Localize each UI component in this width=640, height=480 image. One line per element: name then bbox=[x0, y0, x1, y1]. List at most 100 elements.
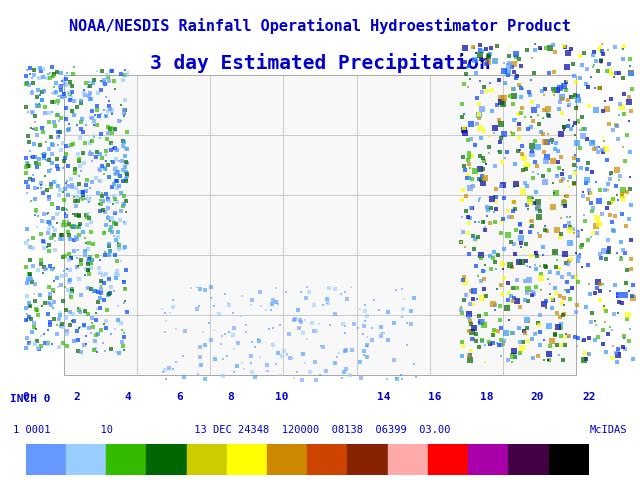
Point bbox=[57, 77, 67, 84]
Point bbox=[77, 189, 87, 196]
Point bbox=[589, 61, 599, 69]
Point bbox=[595, 84, 605, 92]
Point bbox=[381, 375, 392, 383]
Point bbox=[254, 337, 264, 345]
Point bbox=[525, 91, 535, 99]
Point bbox=[528, 168, 538, 175]
Point bbox=[474, 111, 484, 119]
Point bbox=[478, 166, 488, 173]
Point bbox=[340, 288, 350, 296]
Point bbox=[22, 189, 32, 196]
Point bbox=[458, 343, 468, 350]
Point bbox=[481, 160, 491, 168]
Point bbox=[93, 89, 104, 97]
Point bbox=[32, 223, 42, 231]
Point bbox=[38, 128, 49, 136]
Point bbox=[532, 144, 543, 151]
Point bbox=[479, 276, 490, 283]
Point bbox=[99, 320, 109, 327]
Point bbox=[529, 106, 539, 114]
Point bbox=[476, 134, 486, 142]
Point bbox=[619, 332, 629, 340]
Point bbox=[465, 356, 476, 364]
Point bbox=[100, 252, 110, 259]
Point bbox=[119, 218, 129, 226]
Point bbox=[122, 145, 132, 153]
Point bbox=[581, 80, 591, 88]
Point bbox=[49, 178, 59, 186]
Point bbox=[557, 300, 568, 307]
Point bbox=[496, 95, 506, 102]
Point bbox=[218, 355, 228, 362]
Point bbox=[516, 94, 527, 101]
Point bbox=[84, 324, 95, 332]
Point bbox=[460, 243, 470, 251]
Point bbox=[66, 254, 76, 262]
Point bbox=[92, 121, 102, 129]
Point bbox=[536, 275, 546, 282]
Point bbox=[467, 300, 477, 308]
Point bbox=[71, 184, 81, 192]
Point bbox=[463, 171, 473, 179]
Point bbox=[90, 112, 100, 120]
Point bbox=[73, 197, 83, 204]
Point bbox=[607, 71, 617, 78]
Point bbox=[102, 72, 113, 79]
Point bbox=[69, 222, 79, 229]
Point bbox=[340, 329, 350, 336]
Point bbox=[532, 198, 543, 205]
Point bbox=[102, 192, 112, 200]
Point bbox=[101, 151, 111, 159]
Point bbox=[41, 150, 51, 158]
Point bbox=[95, 305, 106, 312]
Point bbox=[92, 189, 102, 196]
Point bbox=[54, 209, 64, 217]
Point bbox=[121, 208, 131, 216]
Point bbox=[307, 320, 317, 327]
Point bbox=[47, 159, 57, 167]
Point bbox=[48, 142, 58, 149]
Point bbox=[509, 294, 520, 302]
Point bbox=[69, 111, 79, 119]
Point bbox=[39, 218, 49, 226]
Point bbox=[20, 72, 31, 79]
Point bbox=[84, 270, 94, 277]
Point bbox=[45, 318, 55, 325]
Point bbox=[108, 144, 118, 152]
Point bbox=[113, 168, 123, 175]
Bar bbox=[267, 444, 307, 475]
Point bbox=[109, 210, 120, 217]
Point bbox=[615, 172, 625, 180]
Point bbox=[559, 127, 570, 134]
Point bbox=[555, 292, 565, 300]
Point bbox=[28, 176, 38, 184]
Point bbox=[504, 316, 514, 324]
Point bbox=[483, 52, 493, 60]
Point bbox=[114, 245, 124, 253]
Point bbox=[497, 290, 507, 298]
Point bbox=[589, 48, 599, 56]
Point bbox=[88, 79, 98, 86]
Point bbox=[46, 232, 56, 240]
Point bbox=[543, 350, 554, 358]
Point bbox=[76, 256, 86, 264]
Point bbox=[539, 336, 549, 344]
Point bbox=[472, 295, 482, 302]
Point bbox=[76, 97, 86, 105]
Point bbox=[358, 348, 369, 355]
Point bbox=[106, 345, 116, 353]
Point bbox=[66, 293, 76, 301]
Point bbox=[548, 85, 559, 93]
Point bbox=[463, 84, 474, 91]
Point bbox=[625, 237, 636, 244]
Point bbox=[481, 174, 491, 181]
Point bbox=[610, 212, 620, 219]
Point bbox=[530, 330, 540, 338]
Point bbox=[74, 180, 84, 187]
Point bbox=[28, 125, 38, 132]
Point bbox=[609, 43, 620, 50]
Point bbox=[68, 140, 78, 147]
Point bbox=[465, 347, 476, 355]
Point bbox=[20, 304, 31, 312]
Point bbox=[598, 326, 608, 334]
